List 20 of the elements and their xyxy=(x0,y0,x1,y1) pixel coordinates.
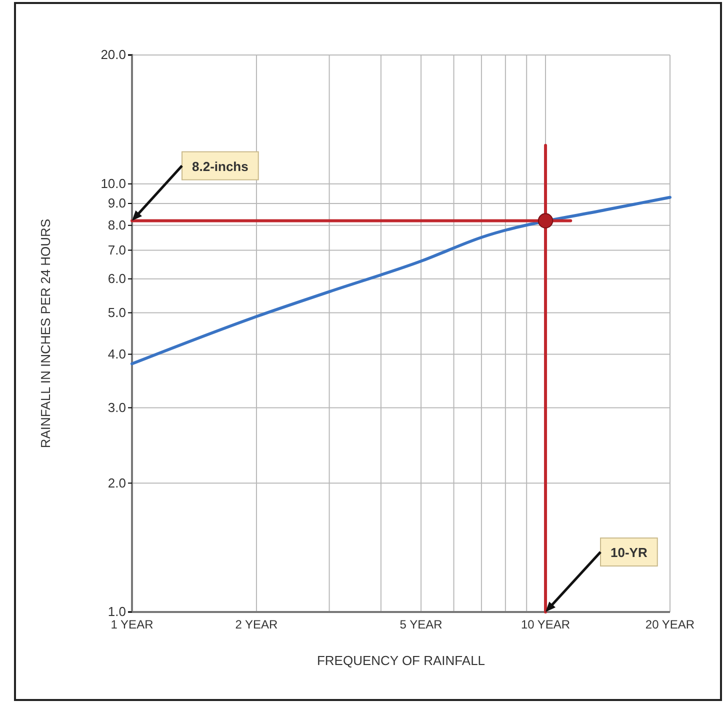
annotation: 8.2-inchs xyxy=(192,158,248,174)
y-tick-label: 6.0 xyxy=(108,271,126,286)
y-tick-label: 9.0 xyxy=(108,196,126,211)
y-tick-label: 3.0 xyxy=(108,400,126,415)
y-tick-label: 8.0 xyxy=(108,218,126,233)
y-tick-label: 4.0 xyxy=(108,346,126,362)
x-tick-label: 20 YEAR xyxy=(645,618,695,632)
annotation: 10-YR xyxy=(610,545,648,560)
y-tick-label: 7.0 xyxy=(108,242,126,258)
y-tick-label: 1.0 xyxy=(108,604,126,620)
y-tick-label: 10.0 xyxy=(100,176,126,192)
y-tick-label: 2.0 xyxy=(108,475,126,490)
x-tick-label: 1 YEAR xyxy=(110,618,154,632)
y-tick-label: 5.0 xyxy=(108,304,126,320)
x-tick-label: 10 YEAR xyxy=(520,618,570,632)
x-tick-label: 5 YEAR xyxy=(400,618,443,632)
y-axis-title: RAINFALL IN INCHES PER 24 HOURS xyxy=(38,218,53,448)
x-tick-label: 2 YEAR xyxy=(235,618,278,632)
y-tick-label: 20.0 xyxy=(100,47,126,62)
x-axis-title: FREQUENCY OF RAINFALL xyxy=(316,653,486,668)
